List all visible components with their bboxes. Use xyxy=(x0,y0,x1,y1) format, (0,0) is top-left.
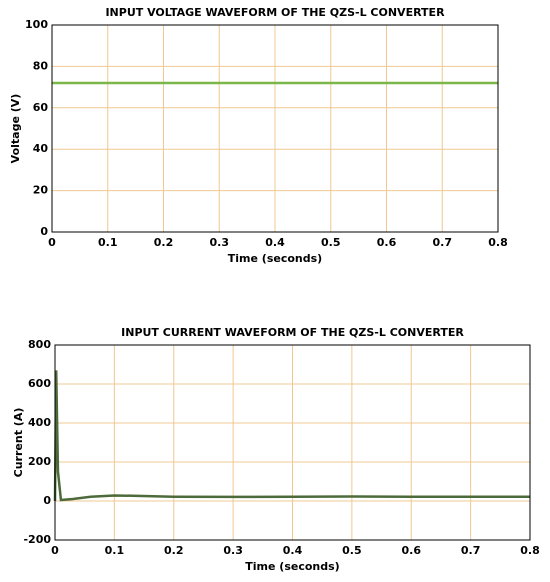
x-tick-label: 0.3 xyxy=(223,544,243,557)
y-axis-label: Voltage (V) xyxy=(9,94,22,164)
y-tick-label: 40 xyxy=(33,142,49,155)
y-tick-label: 20 xyxy=(33,184,49,197)
x-tick-label: 0.1 xyxy=(98,236,118,249)
line xyxy=(53,370,530,502)
x-tick-label: 0.2 xyxy=(164,544,184,557)
y-tick-label: 80 xyxy=(33,59,49,72)
y-tick-label: -200 xyxy=(23,533,51,546)
x-tick-label: 0.7 xyxy=(433,236,453,249)
y-tick-label: 800 xyxy=(28,338,51,351)
chart-title: INPUT VOLTAGE WAVEFORM OF THE QZS-L CONV… xyxy=(105,6,445,19)
y-axis-label: Current (A) xyxy=(12,408,25,478)
y-tick-label: 400 xyxy=(28,416,51,429)
y-tick-label: 100 xyxy=(25,18,48,31)
x-tick-label: 0.2 xyxy=(154,236,174,249)
x-tick-label: 0.5 xyxy=(342,544,362,557)
plot-frame xyxy=(54,344,531,541)
x-tick-label: 0.1 xyxy=(105,544,125,557)
x-tick-label: 0.8 xyxy=(488,236,508,249)
y-tick-label: 600 xyxy=(28,377,51,390)
y-tick-label: 200 xyxy=(28,455,51,468)
x-tick-label: 0.5 xyxy=(321,236,341,249)
x-tick-label: 0.8 xyxy=(520,544,540,557)
x-tick-label: 0.3 xyxy=(210,236,230,249)
x-axis-label: Time (seconds) xyxy=(228,252,322,265)
x-tick-label: 0.6 xyxy=(402,544,422,557)
x-tick-label: 0.6 xyxy=(377,236,397,249)
x-tick-label: 0 xyxy=(48,236,56,249)
x-tick-label: 0.4 xyxy=(283,544,303,557)
x-tick-label: 0 xyxy=(51,544,59,557)
x-axis-label: Time (seconds) xyxy=(245,560,339,573)
y-tick-label: 0 xyxy=(40,225,48,238)
y-tick-label: 60 xyxy=(33,101,49,114)
x-tick-label: 0.4 xyxy=(265,236,285,249)
plot-frame xyxy=(51,24,499,233)
chart-title: INPUT CURRENT WAVEFORM OF THE QZS-L CONV… xyxy=(121,326,464,339)
y-tick-label: 0 xyxy=(43,494,51,507)
x-tick-label: 0.7 xyxy=(461,544,481,557)
